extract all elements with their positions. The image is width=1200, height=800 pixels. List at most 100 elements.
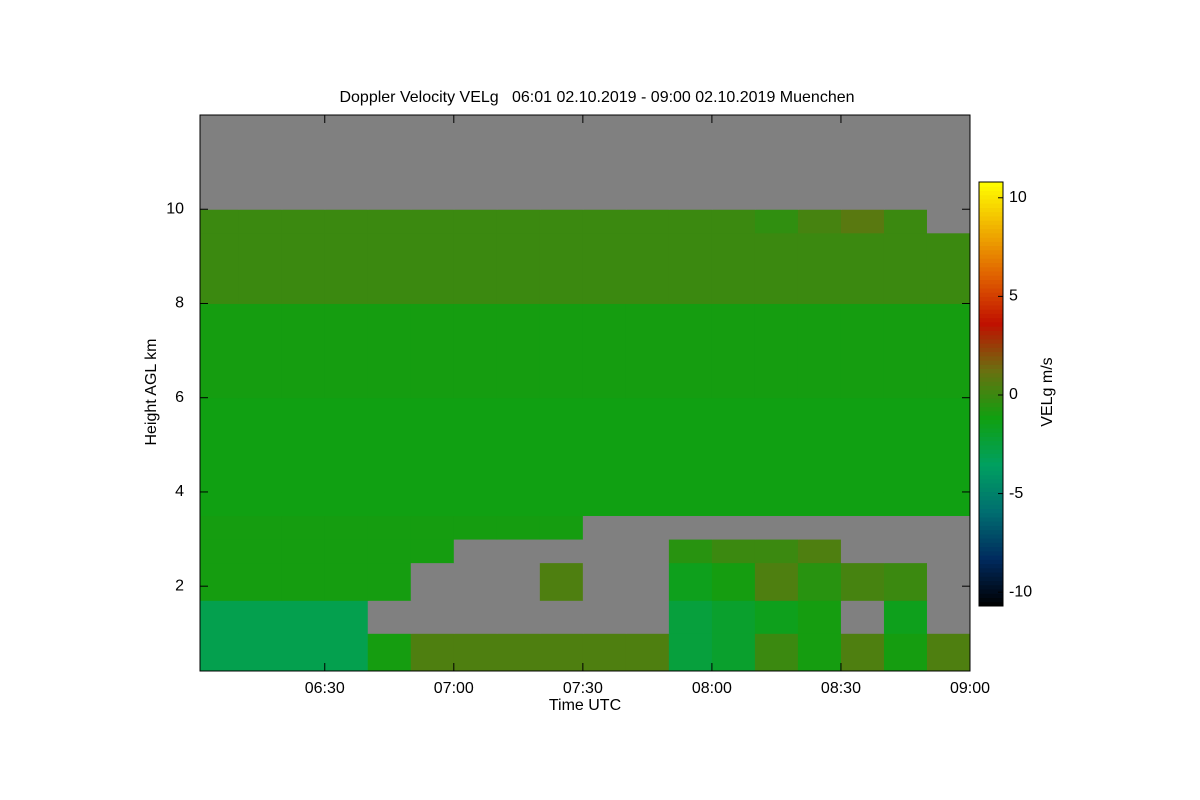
heatmap-cell [200,515,240,540]
colorbar-segment [979,372,1003,378]
colorbar-segment [979,419,1003,425]
x-tick-label: 08:00 [692,680,732,697]
heatmap-cell [883,209,928,234]
colorbar-segment [979,377,1003,382]
heatmap-cell [668,515,713,540]
y-tick-label: 6 [175,389,184,406]
heatmap-cell [539,562,584,601]
heatmap-cell [200,303,240,399]
heatmap-cell [496,633,541,672]
colorbar-segment [979,402,1003,408]
heatmap-cell [840,600,885,634]
heatmap-cell [238,303,283,399]
heatmap-cell [926,115,971,210]
colorbar-segment [979,525,1003,531]
heatmap-cell [200,600,240,634]
heatmap-cell [281,232,326,304]
colorbar-segment [979,563,1003,569]
heatmap-cell [410,562,455,601]
colorbar-segment [979,584,1003,590]
heatmap-cell [324,600,369,634]
colorbar-tick-label: 0 [1009,386,1018,403]
heatmap-cell [754,115,799,210]
heatmap-cell [496,539,541,564]
heatmap-cell [539,303,584,399]
colorbar-segment [979,262,1003,268]
heatmap-cell [496,115,541,210]
heatmap-cell [883,562,928,601]
colorbar-tick-label: 5 [1009,288,1018,305]
colorbar-segment [979,203,1003,208]
heatmap-cell [410,515,455,540]
heatmap-cell [200,397,240,493]
colorbar-segment [979,576,1003,582]
heatmap-cell [238,491,283,517]
colorbar-segment [979,198,1003,204]
heatmap-cell [668,397,713,493]
heatmap-cell [200,562,240,601]
colorbar-segment [979,580,1003,586]
heatmap-cell [410,397,455,493]
heatmap-cell [625,515,670,540]
heatmap-cell [668,209,713,234]
colorbar-segment [979,555,1003,560]
y-axis-label: Height AGL km [143,338,160,445]
heatmap-cell [238,539,283,564]
colorbar-segment [979,491,1003,497]
heatmap-cell [582,115,627,210]
heatmap-cell [625,232,670,304]
colorbar-segment [979,241,1003,247]
colorbar-segment [979,389,1003,395]
colorbar-segment [979,334,1003,340]
heatmap-cell [200,491,240,517]
heatmap-cell [711,115,756,210]
heatmap-cell [200,633,240,672]
y-tick-label: 2 [175,577,184,594]
colorbar-segment [979,288,1003,293]
heatmap-cell [797,209,842,234]
heatmap-cell [367,209,412,234]
heatmap-cell [324,232,369,304]
colorbar-tick-label: -10 [1009,583,1032,600]
heatmap-cell [496,562,541,601]
heatmap-cell [496,232,541,304]
heatmap-cell [883,303,928,399]
heatmap-cell [582,491,627,517]
heatmap-cell [754,633,799,672]
colorbar-segment [979,275,1003,281]
colorbar-segment [979,338,1003,344]
colorbar-segment [979,542,1003,548]
heatmap-cell [238,209,283,234]
heatmap-cell [453,515,498,540]
colorbar-segment [979,254,1003,259]
heatmap-cell [926,562,971,601]
heatmap-cell [539,232,584,304]
heatmap-cell [200,539,240,564]
heatmap-cell [582,539,627,564]
heatmap-cell [324,633,369,672]
heatmap-cell [238,562,283,601]
heatmap-cell [453,115,498,210]
heatmap-cell [281,515,326,540]
heatmap-cell [453,562,498,601]
heatmap-cell [410,303,455,399]
colorbar-segment [979,550,1003,556]
heatmap-cell [238,515,283,540]
heatmap-cell [926,515,971,540]
heatmap-cell [324,397,369,493]
heatmap-cell [840,491,885,517]
heatmap-cell [410,539,455,564]
heatmap-cell [453,303,498,399]
heatmap-cell [281,209,326,234]
colorbar-segment [979,487,1003,493]
colorbar-segment [979,360,1003,365]
heatmap-cell [926,600,971,634]
x-axis-label: Time UTC [549,697,621,714]
heatmap-cell [453,491,498,517]
heatmap-cell [625,600,670,634]
heatmap-cell [668,115,713,210]
colorbar-segment [979,516,1003,522]
heatmap-cell [367,600,412,634]
heatmap-cell [238,633,283,672]
